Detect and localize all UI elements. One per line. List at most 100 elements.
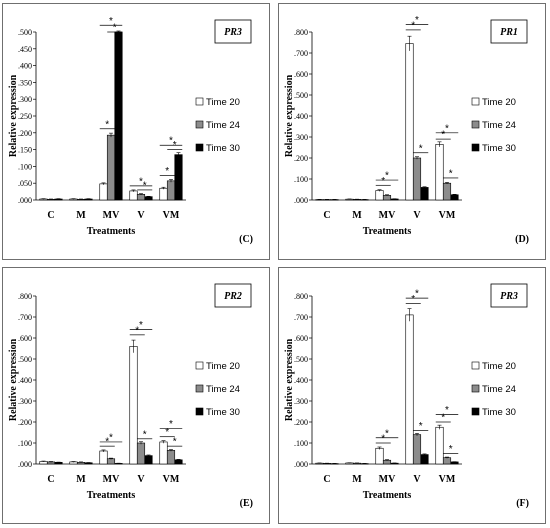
bar-vm-time-30 bbox=[450, 461, 459, 465]
bar-vm-time-20 bbox=[435, 144, 444, 201]
bar-vm-time-20 bbox=[435, 426, 444, 465]
panel-label: (D) bbox=[515, 234, 529, 245]
significance-star: * bbox=[165, 166, 169, 177]
y-tick-label: .000 bbox=[18, 196, 32, 205]
significance-star: * bbox=[411, 294, 415, 305]
bar-v-time-24 bbox=[412, 434, 422, 465]
bar-mv-time-20 bbox=[375, 447, 384, 465]
significance-star: * bbox=[109, 16, 113, 27]
significance-star: * bbox=[173, 140, 177, 151]
legend-label: Time 30 bbox=[206, 407, 240, 418]
bar-vm-time-24 bbox=[442, 182, 452, 201]
y-axis-label: Relative expression bbox=[8, 338, 19, 421]
y-tick-label: .400 bbox=[18, 376, 32, 385]
significance-star: * bbox=[445, 405, 449, 416]
bar-v-time-24 bbox=[136, 193, 146, 201]
y-tick-label: .500 bbox=[294, 91, 308, 100]
x-tick-label: M bbox=[352, 474, 362, 485]
significance-star: * bbox=[381, 434, 385, 445]
y-tick-label: .200 bbox=[18, 418, 32, 427]
panel-label: (C) bbox=[239, 234, 253, 245]
bar-vm-time-30 bbox=[174, 459, 183, 465]
y-tick-label: .100 bbox=[294, 439, 308, 448]
significance-star: * bbox=[419, 421, 423, 432]
significance-star: * bbox=[139, 320, 143, 331]
legend-label: Time 20 bbox=[482, 97, 516, 108]
y-tick-label: .700 bbox=[294, 49, 308, 58]
legend-label: Time 30 bbox=[482, 407, 516, 418]
legend-label: Time 30 bbox=[206, 143, 240, 154]
y-tick-label: .300 bbox=[294, 397, 308, 406]
bar-mv-time-24 bbox=[382, 195, 392, 201]
y-tick-label: .000 bbox=[294, 460, 308, 469]
x-tick-label: C bbox=[323, 474, 330, 485]
significance-star: * bbox=[169, 419, 173, 430]
legend-swatch bbox=[471, 97, 480, 106]
y-tick-label: .700 bbox=[294, 313, 308, 322]
bar-mv-time-20 bbox=[375, 190, 384, 201]
legend-label: Time 20 bbox=[206, 361, 240, 372]
gene-name-box bbox=[490, 19, 528, 44]
y-tick-label: .200 bbox=[294, 418, 308, 427]
significance-star: * bbox=[165, 427, 169, 438]
y-tick-label: .400 bbox=[18, 62, 32, 71]
significance-star: * bbox=[169, 136, 173, 147]
bar-v-time-24 bbox=[412, 157, 422, 201]
significance-star: * bbox=[143, 180, 147, 191]
x-tick-label: MV bbox=[379, 210, 396, 221]
significance-star: * bbox=[173, 437, 177, 448]
bar-vm-time-24 bbox=[442, 457, 452, 465]
legend-swatch bbox=[471, 361, 480, 370]
y-axis-label: Relative expression bbox=[284, 338, 295, 421]
y-tick-label: .600 bbox=[294, 334, 308, 343]
chart-svg: .000 .050 .100 .150 .200 .250 .300 .350 .400 .450… bbox=[8, 16, 253, 245]
significance-star: * bbox=[109, 432, 113, 443]
chart-svg: .000 .100 .200 .300 .400 .500 .600 .700 .800 Rela… bbox=[8, 283, 253, 509]
chart-panel-c: .000 .050 .100 .150 .200 .250 .300 .350 .400 .450… bbox=[2, 3, 270, 260]
y-tick-label: .050 bbox=[18, 179, 32, 188]
y-tick-label: .600 bbox=[18, 334, 32, 343]
legend-label: Time 24 bbox=[206, 120, 240, 131]
significance-star: * bbox=[385, 428, 389, 439]
y-tick-label: .800 bbox=[294, 292, 308, 301]
gene-name: PR2 bbox=[224, 291, 242, 302]
legend-label: Time 24 bbox=[482, 120, 516, 131]
y-tick-label: .600 bbox=[294, 70, 308, 79]
y-tick-label: .100 bbox=[18, 162, 32, 171]
y-tick-label: .300 bbox=[18, 95, 32, 104]
y-tick-label: .500 bbox=[294, 355, 308, 364]
bar-v-time-20 bbox=[129, 346, 138, 465]
y-tick-label: .800 bbox=[294, 28, 308, 37]
bar-v-time-20 bbox=[405, 314, 414, 465]
panel-label: (F) bbox=[516, 498, 529, 509]
significance-star: * bbox=[105, 119, 109, 130]
significance-star: * bbox=[411, 20, 415, 31]
chart-panel-f: .000 .100 .200 .300 .400 .500 .600 .700 .800 Rela… bbox=[278, 267, 546, 524]
x-tick-label: V bbox=[413, 210, 421, 221]
legend-swatch bbox=[471, 143, 480, 152]
chart-panel-e: .000 .100 .200 .300 .400 .500 .600 .700 .800 Rela… bbox=[2, 267, 270, 524]
significance-star: * bbox=[385, 171, 389, 182]
y-axis-label: Relative expression bbox=[284, 74, 295, 157]
gene-name: PR1 bbox=[500, 27, 518, 38]
y-tick-label: .350 bbox=[18, 78, 32, 87]
bar-mv-time-20 bbox=[99, 183, 108, 201]
significance-star: * bbox=[139, 176, 143, 187]
gene-name-box bbox=[214, 19, 252, 44]
y-tick-label: .300 bbox=[294, 133, 308, 142]
y-axis-label: Relative expression bbox=[8, 74, 19, 157]
y-tick-label: .700 bbox=[18, 313, 32, 322]
x-tick-label: MV bbox=[103, 474, 120, 485]
bar-vm-time-24 bbox=[166, 180, 176, 201]
y-tick-label: .250 bbox=[18, 112, 32, 121]
x-tick-label: C bbox=[47, 210, 54, 221]
x-tick-label: MV bbox=[103, 210, 120, 221]
bar-v-time-20 bbox=[405, 43, 414, 201]
chart-svg: .000 .100 .200 .300 .400 .500 .600 .700 .800 Rela… bbox=[284, 283, 529, 509]
x-tick-label: V bbox=[137, 210, 145, 221]
bar-mv-time-24 bbox=[106, 134, 116, 201]
legend-label: Time 20 bbox=[482, 361, 516, 372]
legend-swatch bbox=[195, 120, 204, 129]
x-tick-label: V bbox=[413, 474, 421, 485]
significance-star: * bbox=[113, 23, 117, 34]
